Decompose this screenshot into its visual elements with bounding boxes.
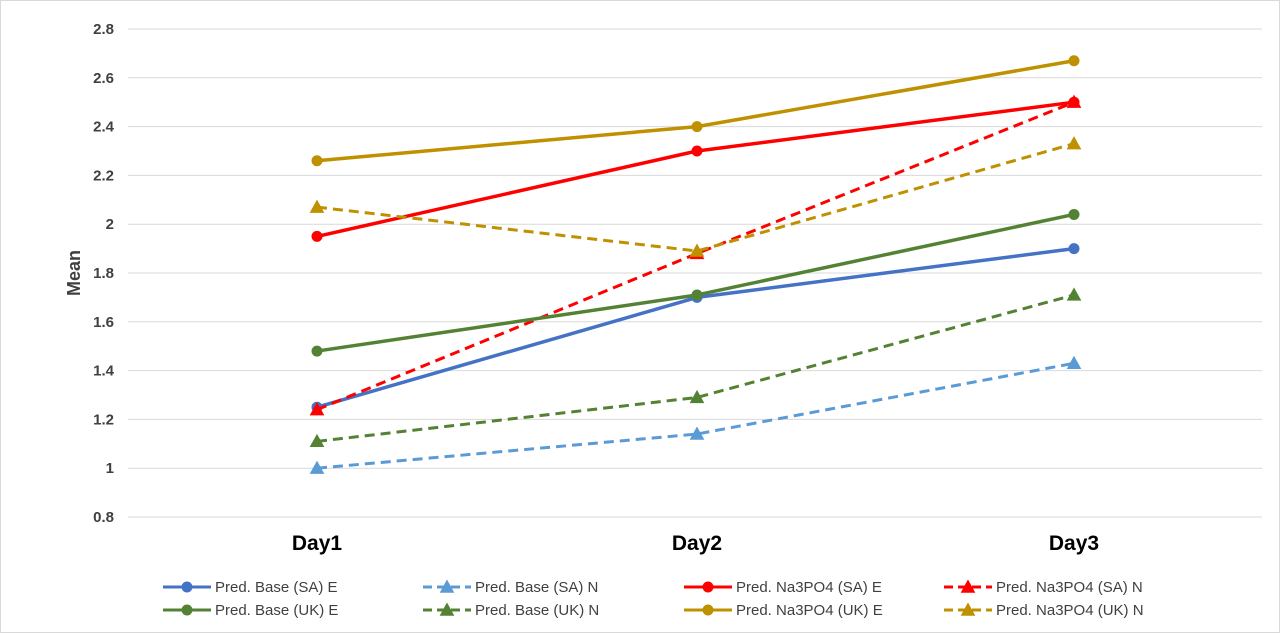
- data-point: [309, 433, 325, 448]
- legend: Pred. Base (SA) E Pred. Base (SA) N Pred. …: [163, 579, 1144, 619]
- legend-label: Pred. Na3PO4 (UK) E: [736, 602, 883, 619]
- legend-label: Pred. Base (SA) N: [475, 579, 598, 596]
- data-point: [689, 389, 705, 404]
- legend-label: Pred. Base (UK) E: [215, 602, 338, 619]
- data-point: [691, 289, 703, 301]
- data-point: [960, 579, 976, 593]
- y-axis-ticks: 0.8 1 1.2 1.4 1.6 1.8 2 2.2 2.4 2.6 2.8: [93, 21, 115, 526]
- data-point: [960, 602, 976, 616]
- legend-label: Pred. Base (UK) N: [475, 602, 599, 619]
- y-axis-title: Mean: [64, 250, 84, 296]
- legend-item: Pred. Base (SA) E: [163, 579, 338, 596]
- x-axis-categories: Day1 Day2 Day3: [292, 532, 1099, 555]
- data-point: [309, 402, 325, 416]
- series-line: [316, 142, 1075, 253]
- series-line-group: [309, 136, 1082, 257]
- data-point: [311, 345, 323, 357]
- data-point: [309, 460, 325, 474]
- data-point: [689, 243, 705, 257]
- data-point: [702, 581, 714, 593]
- x-category-label: Day3: [1049, 532, 1099, 555]
- data-point: [181, 581, 193, 593]
- data-point: [691, 145, 703, 157]
- y-tick-label: 0.8: [93, 509, 114, 526]
- y-tick-label: 1: [106, 460, 114, 477]
- data-point: [439, 579, 455, 593]
- data-point: [1068, 55, 1080, 67]
- data-point: [691, 121, 703, 133]
- legend-label: Pred. Na3PO4 (UK) N: [996, 602, 1144, 619]
- x-category-label: Day2: [672, 532, 722, 555]
- legend-item: Pred. Base (UK) E: [163, 602, 338, 619]
- y-tick-label: 1.6: [93, 314, 114, 331]
- y-tick-label: 1.2: [93, 411, 114, 428]
- y-tick-label: 2: [106, 216, 114, 233]
- data-point: [1066, 287, 1082, 301]
- y-tick-label: 2.6: [93, 70, 114, 87]
- legend-label: Pred. Base (SA) E: [215, 579, 338, 596]
- series-lines: [309, 55, 1082, 474]
- data-point: [1066, 94, 1082, 108]
- legend-item: Pred. Na3PO4 (UK) E: [684, 602, 883, 619]
- y-tick-label: 1.8: [93, 265, 114, 282]
- data-point: [439, 602, 455, 616]
- legend-item: Pred. Base (SA) N: [423, 579, 598, 596]
- data-point: [702, 604, 714, 616]
- y-tick-label: 1.4: [93, 363, 115, 380]
- data-point: [311, 230, 323, 242]
- data-point: [181, 604, 193, 616]
- series-line-group: [309, 355, 1082, 474]
- legend-item: Pred. Base (UK) N: [423, 602, 599, 619]
- series-line-group: [311, 55, 1080, 167]
- legend-label: Pred. Na3PO4 (SA) N: [996, 579, 1143, 596]
- series-line: [316, 293, 1075, 443]
- legend-item: Pred. Na3PO4 (SA) N: [944, 579, 1143, 596]
- data-point: [689, 426, 705, 440]
- data-point: [1068, 243, 1080, 255]
- y-tick-label: 2.4: [93, 119, 115, 136]
- data-point: [1068, 208, 1080, 220]
- series-line: [316, 100, 1075, 412]
- data-point: [309, 199, 325, 213]
- legend-item: Pred. Na3PO4 (SA) E: [684, 579, 882, 596]
- data-point: [1066, 355, 1082, 369]
- y-tick-label: 2.8: [93, 21, 114, 38]
- series-line-group: [311, 208, 1080, 357]
- y-tick-label: 2.2: [93, 167, 114, 184]
- data-point: [311, 155, 323, 167]
- series-line-group: [309, 287, 1082, 448]
- x-category-label: Day1: [292, 532, 343, 555]
- legend-item: Pred. Na3PO4 (UK) N: [944, 602, 1144, 619]
- legend-label: Pred. Na3PO4 (SA) E: [736, 579, 882, 596]
- data-point: [1066, 136, 1082, 150]
